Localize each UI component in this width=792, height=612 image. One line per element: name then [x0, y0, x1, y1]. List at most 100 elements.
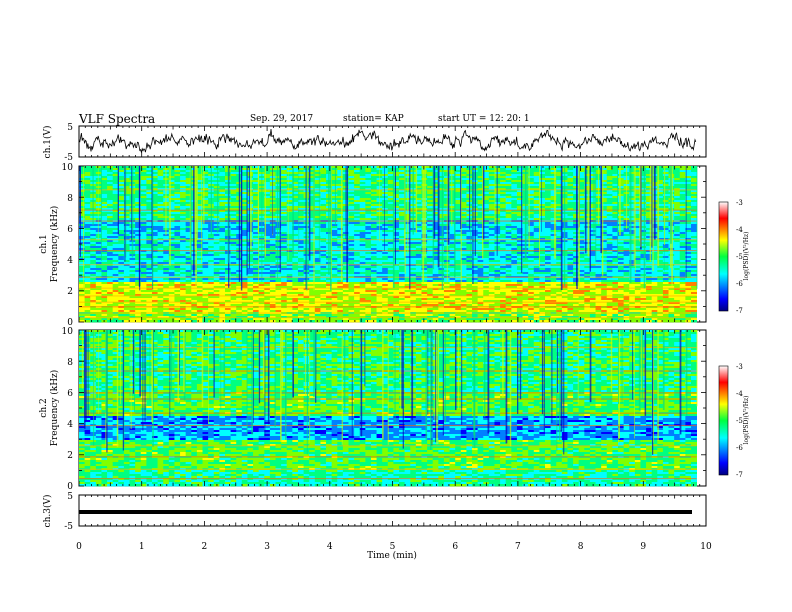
date-label: Sep. 29, 2017 — [250, 114, 314, 124]
spectrogram-cell — [196, 172, 203, 175]
spectrogram-cell — [483, 192, 490, 195]
spectrogram-cell — [685, 184, 692, 187]
spectrogram-cell — [331, 168, 338, 171]
spectrogram-cell — [533, 180, 540, 183]
spectrogram-cell — [275, 166, 282, 169]
spectrogram-cell — [382, 186, 389, 189]
spectrogram-cell — [690, 176, 697, 179]
spectrogram-cell — [415, 186, 422, 189]
spectrogram-cell — [567, 190, 574, 193]
spectrogram-cell — [556, 186, 563, 189]
spectrogram-cell — [230, 168, 237, 171]
spectrogram-cell — [584, 188, 591, 191]
spectrogram-cell — [230, 166, 237, 169]
spectrogram-cell — [427, 172, 434, 175]
spectrogram-cell — [685, 176, 692, 179]
spectrogram-cell — [393, 178, 400, 181]
spectrogram-cell — [348, 182, 355, 185]
spectrogram-cell — [281, 174, 288, 177]
spectrogram-cell — [101, 184, 108, 187]
spectrogram-cell — [365, 174, 372, 177]
spectrogram-cell — [101, 180, 108, 183]
spectrogram-cell — [483, 186, 490, 189]
spectrogram-cell — [634, 170, 641, 173]
spectrogram-cell — [573, 170, 580, 173]
spectrogram-cell — [84, 190, 91, 193]
spectrogram-cell — [488, 190, 495, 193]
spectrogram-cell — [657, 166, 664, 169]
spectrogram-cell — [617, 170, 624, 173]
spectrogram-cell — [690, 174, 697, 177]
spectrogram-cell — [196, 194, 203, 197]
spectrogram-cell — [601, 166, 608, 169]
spectrogram-cell — [432, 180, 439, 183]
spectrogram-cell — [674, 186, 681, 189]
spectrogram-cell — [196, 176, 203, 179]
spectrogram-cell — [213, 188, 220, 191]
spectrogram-cell — [196, 168, 203, 171]
spectrogram-cell — [354, 170, 361, 173]
spectrogram-cell — [112, 178, 119, 181]
spectrogram-cell — [365, 188, 372, 191]
spectrogram-cell — [589, 176, 596, 179]
spectrogram-cell — [657, 180, 664, 183]
spectrogram-cell — [84, 182, 91, 185]
spectrogram-cell — [337, 194, 344, 197]
spectrogram-cell — [118, 182, 125, 185]
spectrogram-cell — [118, 170, 125, 173]
spectrogram-cell — [348, 166, 355, 169]
spectrogram-cell — [118, 172, 125, 175]
spectrogram-cell — [612, 186, 619, 189]
spectrogram-cell — [567, 192, 574, 195]
spectrogram-cell — [606, 176, 613, 179]
spectrogram-cell — [488, 194, 495, 197]
spectrogram-cell — [690, 172, 697, 175]
spectrogram-cell — [202, 170, 209, 173]
spectrogram-cell — [297, 186, 304, 189]
spectrogram-cell — [556, 172, 563, 175]
spectrogram-cell — [146, 176, 153, 179]
spectrogram-cell — [505, 168, 512, 171]
spectrogram-cell — [438, 168, 445, 171]
spectrogram-cell — [432, 172, 439, 175]
spectrogram-cell — [606, 170, 613, 173]
spectrogram-cell — [230, 182, 237, 185]
spectrogram-cell — [550, 190, 557, 193]
spectrogram-cell — [281, 176, 288, 179]
spectrogram-cell — [657, 174, 664, 177]
spectrogram-cell — [685, 182, 692, 185]
spectrogram-cell — [135, 192, 142, 195]
spectrogram-cell — [84, 172, 91, 175]
spectrogram-cell — [112, 176, 119, 179]
spectrogram-cell — [399, 186, 406, 189]
spectrogram-cell — [477, 192, 484, 195]
spectrogram-cell — [455, 166, 462, 169]
spectrogram-cell — [118, 174, 125, 177]
spectrogram-cell — [123, 170, 130, 173]
spectrogram-cell — [359, 174, 366, 177]
spectrogram-cell — [320, 182, 327, 185]
spectrogram-cell — [107, 176, 114, 179]
spectrogram-cell — [533, 190, 540, 193]
spectrogram-cell — [241, 178, 248, 181]
spectrogram-cell — [578, 192, 585, 195]
spectrogram-cell — [314, 194, 321, 197]
spectrogram-cell — [151, 190, 158, 193]
spectrogram-cell — [95, 190, 102, 193]
spectrogram-cell — [118, 180, 125, 183]
spectrogram-cell — [533, 176, 540, 179]
spectrogram-cell — [505, 174, 512, 177]
spectrogram-cell — [438, 188, 445, 191]
spectrogram-cell — [646, 166, 653, 169]
spectrogram-cell — [550, 176, 557, 179]
spectrogram-cell — [679, 172, 686, 175]
spectrogram-cell — [253, 180, 260, 183]
spectrogram-cell — [674, 184, 681, 187]
spectrogram-cell — [662, 190, 669, 193]
spectrogram-cell — [449, 180, 456, 183]
spectrogram-cell — [213, 168, 220, 171]
spectrogram-cell — [646, 190, 653, 193]
spectrogram-cell — [399, 174, 406, 177]
spectrogram-cell — [488, 172, 495, 175]
spectrogram-cell — [646, 168, 653, 171]
